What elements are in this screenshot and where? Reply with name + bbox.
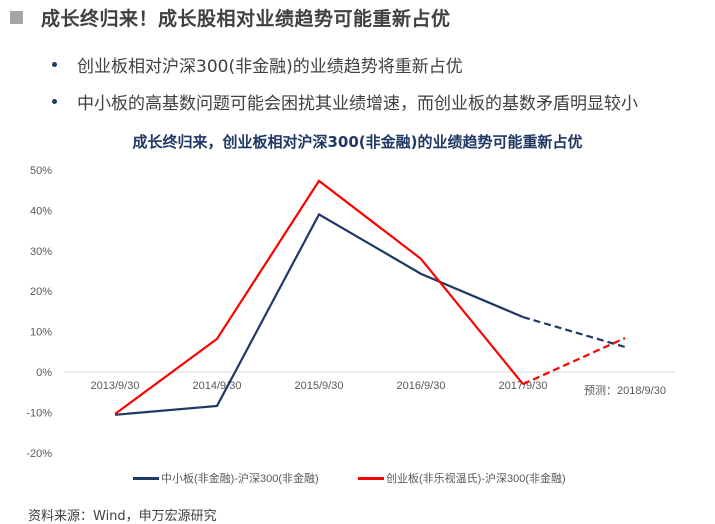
square-bullet-icon (10, 11, 23, 24)
y-tick-label: 40% (30, 205, 52, 217)
y-tick-label: 30% (30, 246, 52, 258)
y-tick-label: -10% (26, 407, 52, 419)
bullet-text: 中小板的高基数问题可能会困扰其业绩增速，而创业板的基数矛盾明显较小 (77, 94, 638, 114)
bullet-text: 创业板相对沪深300(非金融)的业绩趋势将重新占优 (77, 57, 463, 77)
slide-title: 成长终归来！成长股相对业绩趋势可能重新占优 (41, 8, 451, 30)
bullet-dot-icon (52, 62, 57, 67)
bullet-dot-icon (52, 99, 57, 104)
x-tick-label: 2014/9/30 (193, 380, 242, 392)
series-forecast-line (522, 337, 626, 386)
legend-item-chinext: 创业板(非乐视温氏)-沪深300(非金融) (358, 470, 566, 486)
y-tick-label: 50% (30, 165, 52, 177)
x-tick-label: 2013/9/30 (91, 380, 140, 392)
series-line (114, 212, 524, 416)
x-tick-label: 预测：2018/9/30 (584, 384, 666, 397)
y-tick-label: -20% (26, 448, 52, 460)
y-tick-label: 0% (36, 367, 52, 379)
source-note: 资料来源：Wind，申万宏源研究 (28, 509, 217, 524)
slide-heading: 成长终归来！成长股相对业绩趋势可能重新占优 (10, 4, 451, 31)
bullet-item: 中小板的高基数问题可能会困扰其业绩增速，而创业板的基数矛盾明显较小 (52, 83, 638, 120)
series-line (114, 179, 524, 415)
bullet-list: 创业板相对沪深300(非金融)的业绩趋势将重新占优 中小板的高基数问题可能会困扰… (52, 46, 638, 120)
y-tick-label: 10% (30, 327, 52, 339)
series-forecast-line (522, 316, 626, 349)
x-tick-label: 2017/9/30 (499, 380, 548, 392)
legend-swatch-red (358, 476, 384, 480)
legend-swatch-navy (133, 476, 159, 480)
bullet-item: 创业板相对沪深300(非金融)的业绩趋势将重新占优 (52, 46, 638, 83)
chart-title: 成长终归来，创业板相对沪深300(非金融)的业绩趋势可能重新占优 (132, 133, 583, 151)
legend-item-sme: 中小板(非金融)-沪深300(非金融) (133, 470, 319, 486)
y-tick-label: 20% (30, 286, 52, 298)
legend-label: 中小板(非金融)-沪深300(非金融) (161, 473, 319, 485)
x-tick-label: 2015/9/30 (295, 380, 344, 392)
legend-label: 创业板(非乐视温氏)-沪深300(非金融) (386, 473, 566, 485)
x-tick-label: 2016/9/30 (397, 380, 446, 392)
